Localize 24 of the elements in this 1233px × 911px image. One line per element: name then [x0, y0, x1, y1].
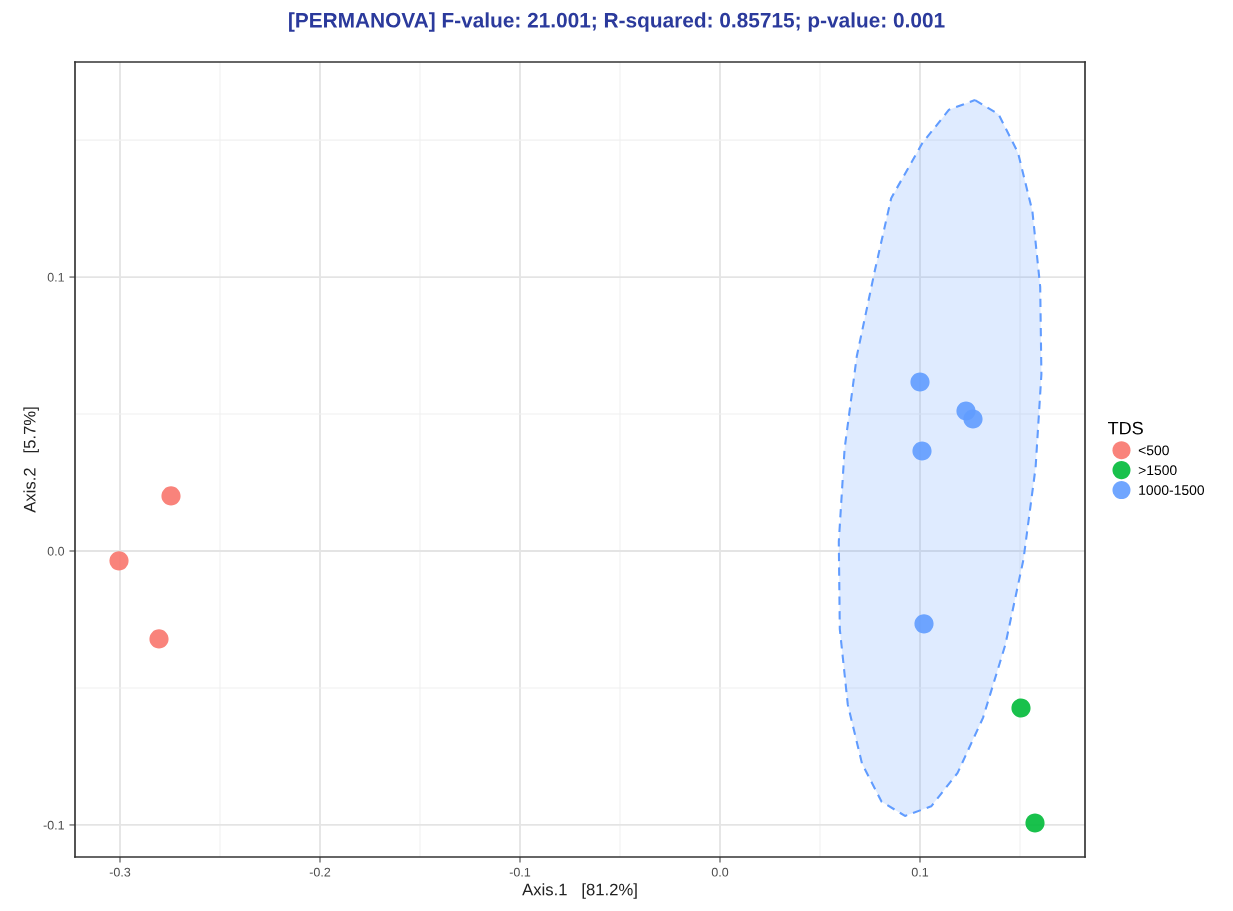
y-tick-label: 0.0 — [47, 546, 65, 556]
x-tick-label: 0.0 — [711, 867, 729, 877]
legend-label: 1000-1500 — [1139, 485, 1205, 496]
point — [910, 372, 930, 392]
x-tick-label: -0.3 — [109, 867, 131, 877]
point — [1011, 698, 1031, 718]
x-axis-title: Axis.1 [81.2%] — [522, 883, 637, 899]
point — [161, 486, 181, 506]
point — [1025, 813, 1045, 833]
y-tick-label: 0.1 — [47, 272, 64, 282]
x-tick-label: 0.1 — [911, 867, 929, 877]
point — [149, 629, 169, 649]
point — [963, 409, 983, 429]
chart-title: [PERMANOVA] F-value: 21.001; R-squared: 0.85715; p-value: 0.001 — [289, 12, 945, 32]
x-tick-label: -0.2 — [309, 867, 331, 877]
point — [912, 441, 932, 461]
y-axis-title: Axis.2 [5.7%] — [23, 407, 39, 513]
y-tick-label: -0.1 — [43, 820, 64, 830]
legend-title: TDS — [1108, 421, 1143, 435]
point — [109, 551, 129, 571]
point — [914, 614, 934, 634]
legend-label: <500 — [1138, 445, 1169, 456]
x-tick-label: -0.1 — [509, 867, 531, 877]
legend-label: >1500 — [1138, 465, 1177, 476]
